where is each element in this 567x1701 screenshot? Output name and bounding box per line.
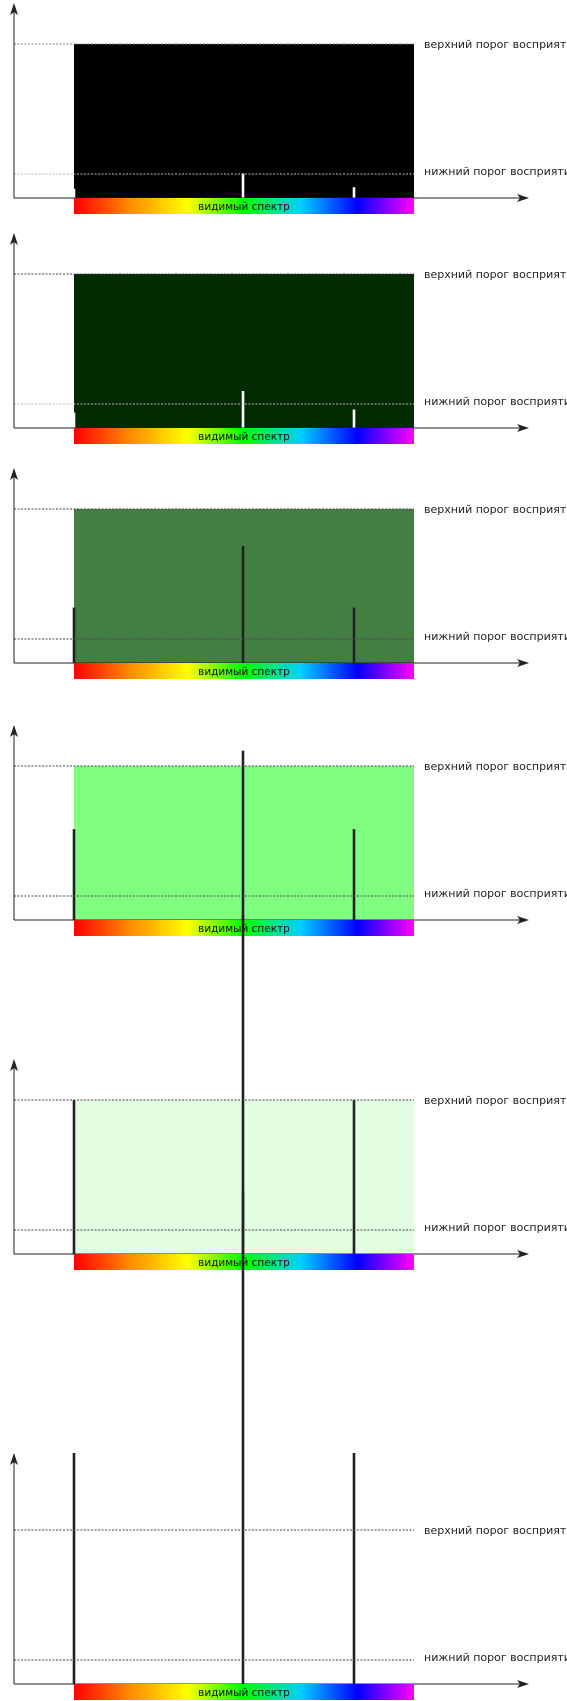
upper-threshold-label: верхний порог восприятия [424, 38, 567, 51]
visible-spectrum-label: видимый спектр [198, 201, 290, 213]
upper-threshold-label: верхний порог восприятия [424, 268, 567, 281]
visible-spectrum-label: видимый спектр [198, 666, 290, 678]
panel-1: видимый спектр верхний порог восприятия ни… [10, 3, 567, 214]
visible-spectrum-bar [74, 198, 414, 214]
panel-3: видимый спектр верхний порог восприятия ни… [10, 468, 567, 679]
visible-spectrum-bar [74, 428, 414, 444]
lower-threshold-label: нижний порог восприятия [424, 630, 567, 643]
upper-threshold-label: верхний порог восприятия [424, 503, 567, 516]
panel-6: видимый спектр верхний порог восприятия ни… [10, 1191, 567, 1700]
lower-threshold-label: нижний порог восприятия [424, 887, 567, 900]
upper-threshold-label: верхний порог восприятия [424, 1524, 567, 1537]
lower-threshold-label: нижний порог восприятия [424, 1221, 567, 1234]
perceived-region [74, 44, 414, 198]
visible-spectrum-bar [74, 663, 414, 679]
visible-spectrum-bar [74, 1684, 414, 1700]
lower-threshold-label: нижний порог восприятия [424, 165, 567, 178]
upper-threshold-label: верхний порог восприятия [424, 760, 567, 773]
lower-threshold-label: нижний порог восприятия [424, 395, 567, 408]
visible-spectrum-label: видимый спектр [198, 431, 290, 443]
visible-spectrum-label: видимый спектр [198, 1687, 290, 1699]
upper-threshold-label: верхний порог восприятия [424, 1094, 567, 1107]
panel-2: видимый спектр верхний порог восприятия ни… [10, 233, 567, 444]
lower-threshold-label: нижний порог восприятия [424, 1651, 567, 1664]
